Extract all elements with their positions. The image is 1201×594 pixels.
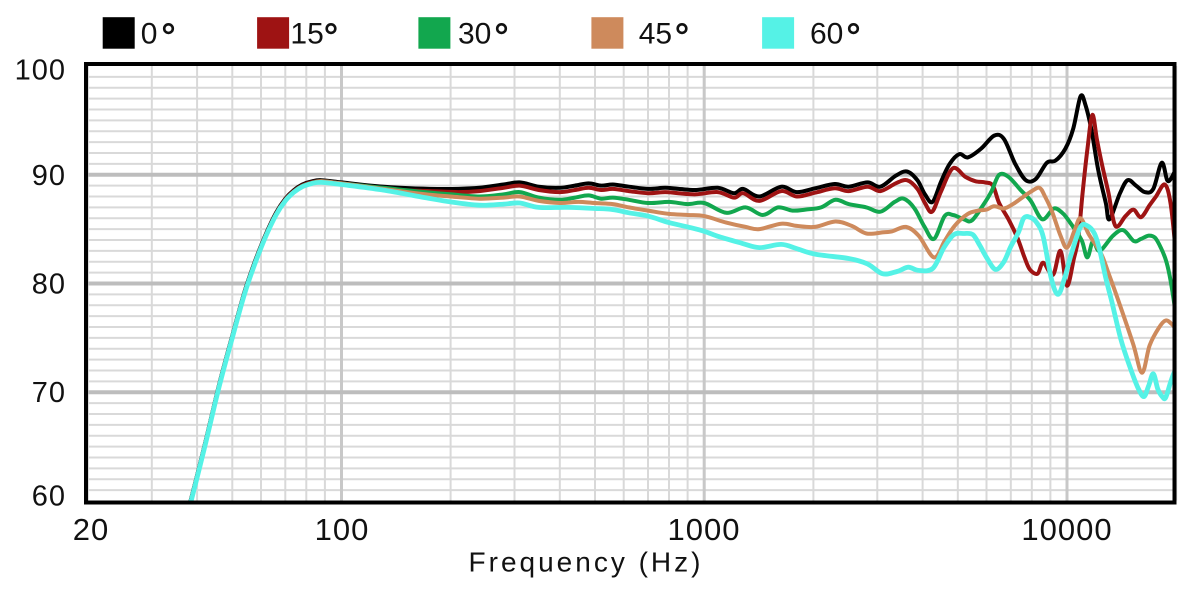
svg-text:45: 45: [639, 18, 672, 51]
svg-text:60: 60: [32, 481, 66, 513]
svg-text:1000: 1000: [668, 512, 741, 547]
svg-text:10000: 10000: [1021, 512, 1112, 547]
svg-text:0: 0: [141, 18, 158, 51]
svg-text:100: 100: [315, 512, 370, 547]
svg-text:80: 80: [32, 269, 66, 301]
svg-text:60: 60: [810, 18, 843, 51]
svg-text:70: 70: [32, 377, 66, 409]
svg-text:15: 15: [290, 18, 323, 51]
svg-text:30: 30: [458, 18, 491, 51]
svg-text:Frequency (Hz): Frequency (Hz): [469, 547, 704, 578]
svg-text:100: 100: [15, 55, 66, 87]
svg-text:20: 20: [73, 512, 109, 547]
svg-text:90: 90: [32, 160, 66, 192]
